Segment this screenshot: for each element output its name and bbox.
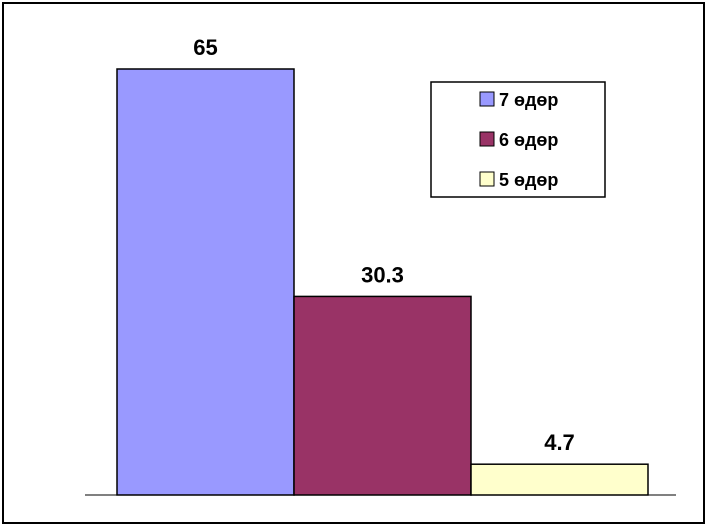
- bars-layer: [116, 68, 649, 496]
- value-label-3: 4.7: [544, 430, 575, 455]
- legend-label-1: 7 өдөр: [499, 90, 558, 110]
- legend-label-3: 5 өдөр: [499, 170, 558, 190]
- value-label-1: 65: [193, 35, 217, 60]
- legend-swatch-3: [479, 171, 495, 187]
- bar-2: [293, 295, 472, 496]
- legend-label-2: 6 өдөр: [499, 130, 558, 150]
- legend: 7 өдөр 6 өдөр 5 өдөр: [430, 81, 606, 198]
- bar-1: [116, 68, 295, 496]
- legend-swatch-2: [479, 131, 495, 147]
- value-labels-layer: 65 30.3 4.7: [193, 35, 575, 455]
- legend-swatch-1: [479, 91, 495, 107]
- bar-3: [470, 463, 649, 496]
- value-label-2: 30.3: [361, 262, 404, 287]
- legend-box: [430, 81, 606, 198]
